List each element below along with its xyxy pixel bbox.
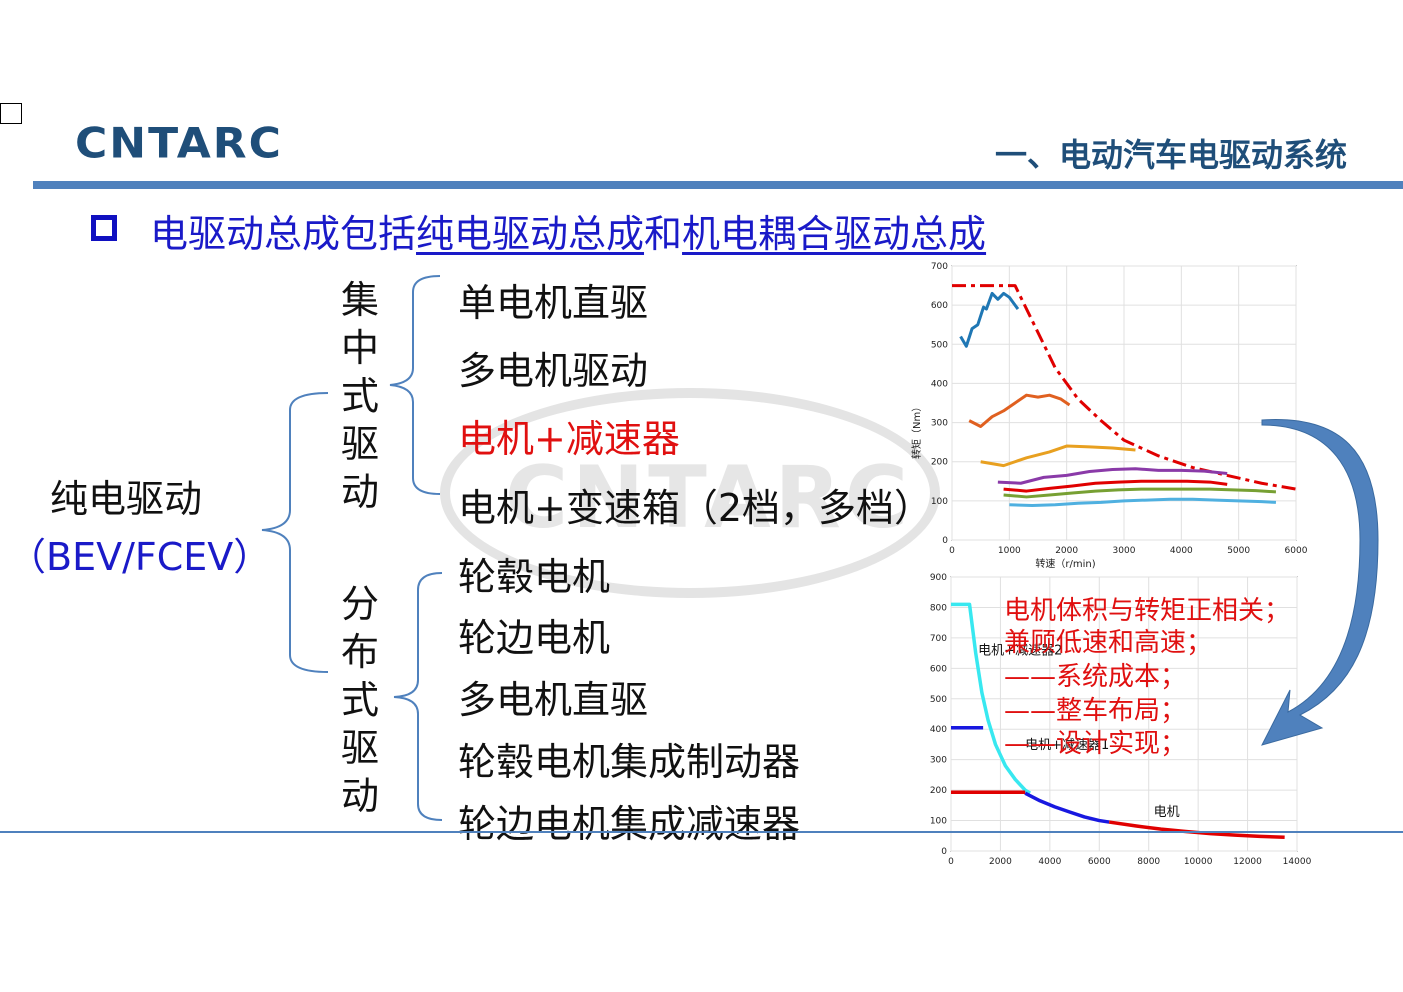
centralized-item: 单电机直驱 bbox=[458, 281, 649, 325]
y-tick-label: 100 bbox=[931, 497, 948, 507]
x-tick-label: 0 bbox=[949, 546, 955, 556]
chart-annotation: 电机+减速器2 bbox=[978, 644, 1062, 659]
note-line: 电机体积与转矩正相关； bbox=[1004, 596, 1291, 626]
distributed-char: 布 bbox=[340, 630, 379, 674]
y-tick-label: 900 bbox=[930, 573, 947, 583]
note-line: ——设计实现； bbox=[1004, 729, 1187, 759]
y-tick-label: 400 bbox=[930, 725, 947, 735]
series-line bbox=[968, 393, 1071, 428]
y-tick-label: 300 bbox=[930, 756, 947, 766]
centralized-label: 集 中 式 驱 动 bbox=[338, 276, 382, 516]
series-line bbox=[951, 602, 1032, 795]
watermark-ellipse bbox=[440, 388, 940, 598]
note-line: ——系统成本； bbox=[1004, 662, 1187, 692]
distributed-char: 动 bbox=[340, 774, 379, 818]
x-tick-label: 0 bbox=[948, 857, 954, 867]
chart-reducer-comparison: 0 2000 4000 6000 8000 10000 12000 14000 0 100 200 3… bbox=[930, 573, 1312, 867]
y-tick-label: 500 bbox=[930, 695, 947, 705]
y-tick-label: 400 bbox=[931, 379, 948, 389]
x-tick-label: 10000 bbox=[1184, 857, 1213, 867]
y-tick-label: 200 bbox=[930, 786, 947, 796]
bullet-square-icon bbox=[91, 215, 117, 241]
chart-annotation: 电机+减速器1 bbox=[1025, 738, 1109, 753]
chart-torque-vs-speed: 0 1000 2000 3000 4000 5000 6000 0 100 200 300 400 50… bbox=[910, 262, 1308, 570]
chart-annotation: 电机 bbox=[1154, 805, 1180, 820]
centralized-item: 电机+变速箱（2档，多档） bbox=[458, 486, 933, 530]
centralized-char: 驱 bbox=[340, 422, 379, 466]
x-tick-label: 12000 bbox=[1233, 857, 1262, 867]
distributed-item: 轮毂电机 bbox=[458, 555, 611, 599]
series-line bbox=[1003, 479, 1228, 493]
series-line bbox=[980, 444, 1136, 468]
y-tick-label: 800 bbox=[930, 603, 947, 613]
y-tick-label: 0 bbox=[942, 536, 948, 546]
cntarc-logo: CNTARC bbox=[75, 119, 283, 168]
y-tick-label: 100 bbox=[930, 817, 947, 827]
series-line bbox=[997, 467, 1228, 485]
distributed-item: 轮边电机集成减速器 bbox=[458, 802, 801, 846]
x-tick-label: 3000 bbox=[1113, 546, 1136, 556]
distributed-item: 轮毂电机集成制动器 bbox=[458, 740, 801, 784]
distributed-char: 式 bbox=[340, 678, 379, 722]
series-line bbox=[1024, 791, 1110, 824]
distributed-bracket bbox=[393, 572, 443, 821]
root-bracket bbox=[261, 392, 329, 673]
y-tick-label: 600 bbox=[930, 664, 947, 674]
x-tick-label: 6000 bbox=[1088, 857, 1111, 867]
y-tick-label: 500 bbox=[931, 340, 948, 350]
root-label-line1: 纯电驱动 bbox=[50, 477, 203, 521]
x-tick-label: 4000 bbox=[1170, 546, 1193, 556]
plot-frame bbox=[950, 576, 1298, 852]
series-line bbox=[959, 291, 1020, 348]
y-tick-label: 300 bbox=[931, 419, 948, 429]
section-title: 一、电动汽车电驱动系统 bbox=[994, 136, 1347, 174]
centralized-bracket bbox=[389, 275, 441, 495]
centralized-char: 动 bbox=[340, 470, 379, 514]
headline-link-pure-electric[interactable]: 纯电驱动总成 bbox=[416, 212, 645, 256]
y-tick-label: 700 bbox=[930, 634, 947, 644]
centralized-char: 式 bbox=[340, 374, 379, 418]
footer-divider bbox=[0, 831, 1403, 833]
centralized-char: 集 bbox=[340, 278, 379, 322]
x-tick-label: 6000 bbox=[1285, 546, 1308, 556]
header-divider bbox=[33, 181, 1403, 189]
distributed-item: 多电机直驱 bbox=[458, 678, 649, 722]
distributed-item: 轮边电机 bbox=[458, 616, 611, 660]
corner-placeholder bbox=[0, 103, 22, 124]
headline-part1: 电驱动总成包括 bbox=[150, 212, 417, 256]
root-label-line2: （BEV/FCEV） bbox=[8, 535, 272, 579]
x-tick-label: 8000 bbox=[1137, 857, 1160, 867]
headline-link-electromechanical[interactable]: 机电耦合驱动总成 bbox=[682, 212, 987, 256]
y-tick-label: 0 bbox=[941, 847, 947, 857]
x-axis-label: 转速（r/min) bbox=[1035, 557, 1095, 570]
headline-part3: 和 bbox=[644, 212, 683, 256]
centralized-item-highlight: 电机+减速器 bbox=[458, 417, 680, 461]
curved-arrow-icon bbox=[1261, 419, 1379, 746]
centralized-item: 多电机驱动 bbox=[458, 349, 649, 393]
distributed-char: 分 bbox=[340, 582, 379, 626]
y-axis-label: 转矩（Nm） bbox=[910, 402, 923, 459]
series-line bbox=[952, 284, 1297, 491]
series-line bbox=[1003, 487, 1277, 499]
headline: 电驱动总成包括纯电驱动总成和机电耦合驱动总成 bbox=[150, 203, 986, 258]
series-line bbox=[1009, 497, 1277, 508]
x-tick-label: 2000 bbox=[1055, 546, 1078, 556]
distributed-char: 驱 bbox=[340, 726, 379, 770]
x-tick-label: 1000 bbox=[998, 546, 1021, 556]
x-tick-label: 4000 bbox=[1038, 857, 1061, 867]
distributed-label: 分 布 式 驱 动 bbox=[338, 580, 382, 820]
x-tick-label: 14000 bbox=[1283, 857, 1312, 867]
note-line: ——整车布局； bbox=[1004, 696, 1187, 726]
y-tick-label: 600 bbox=[931, 301, 948, 311]
y-tick-label: 700 bbox=[931, 262, 948, 272]
x-tick-label: 2000 bbox=[989, 857, 1012, 867]
watermark-logo: CNTARC bbox=[505, 448, 912, 548]
y-tick-label: 200 bbox=[931, 458, 948, 468]
centralized-char: 中 bbox=[340, 326, 379, 370]
note-line: 兼顾低速和高速； bbox=[1004, 628, 1213, 658]
x-tick-label: 5000 bbox=[1227, 546, 1250, 556]
